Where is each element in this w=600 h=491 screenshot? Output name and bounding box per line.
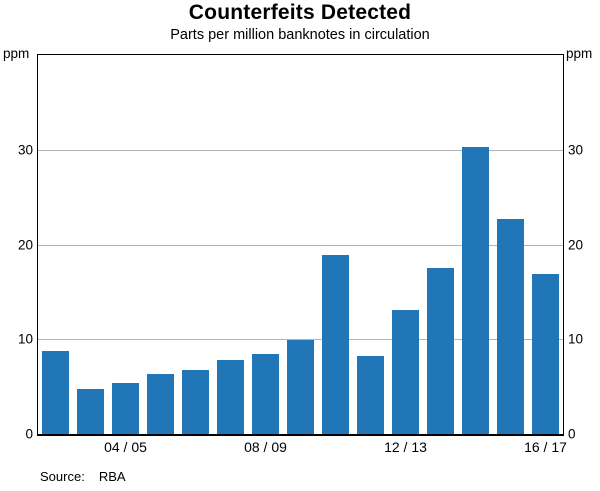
y-tick-label-left: 30 — [17, 142, 33, 158]
y-axis-labels-right: 0 10 20 30 — [568, 55, 598, 440]
y-axis-unit-right: ppm — [566, 46, 593, 61]
bar — [147, 374, 174, 434]
plot-area — [37, 54, 564, 436]
bar — [217, 360, 244, 434]
x-tick-label: 08 / 09 — [244, 439, 287, 455]
bar — [462, 146, 489, 434]
bar — [497, 218, 524, 434]
source-value: RBA — [98, 469, 126, 484]
gridline — [38, 244, 563, 246]
y-tick-label-left: 20 — [17, 236, 33, 252]
y-tick-label-left: 0 — [25, 426, 33, 442]
x-tick-label: 16 / 17 — [524, 439, 567, 455]
y-axis-unit-left: ppm — [3, 46, 30, 61]
bar — [42, 350, 69, 434]
gridlines — [38, 55, 563, 434]
y-tick-label-right: 0 — [568, 426, 576, 442]
bar — [357, 356, 384, 434]
gridline — [38, 149, 563, 151]
bar — [77, 388, 104, 434]
bar — [532, 273, 559, 434]
bar — [112, 382, 139, 434]
bar — [392, 309, 419, 434]
chart-subtitle: Parts per million banknotes in circulati… — [170, 27, 430, 43]
source-label: Source: — [40, 469, 85, 484]
y-tick-label-right: 30 — [568, 142, 584, 158]
x-tick-label: 12 / 13 — [384, 439, 427, 455]
y-tick-label-right: 10 — [568, 331, 584, 347]
bar — [252, 354, 279, 434]
bar — [287, 340, 314, 434]
x-axis-labels: 04 / 05 08 / 09 12 / 13 16 / 17 — [0, 439, 600, 459]
x-tick-label: 04 / 05 — [104, 439, 147, 455]
bar-series — [38, 55, 563, 434]
bar — [427, 268, 454, 434]
y-tick-label-right: 20 — [568, 236, 584, 252]
bar — [322, 254, 349, 434]
chart-title: Counterfeits Detected — [188, 1, 412, 24]
bar — [182, 369, 209, 434]
y-axis-labels-left: 0 10 20 30 — [0, 55, 33, 440]
gridline — [38, 339, 563, 341]
y-tick-label-left: 10 — [17, 331, 33, 347]
source-note: Source: RBA — [40, 469, 126, 484]
